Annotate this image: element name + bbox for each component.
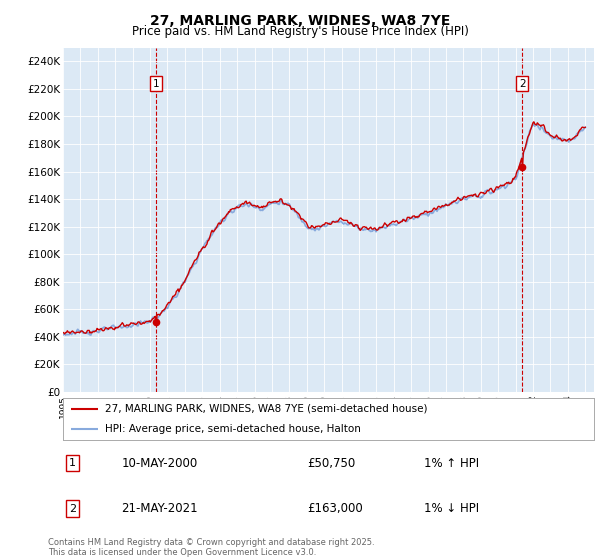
Text: 1: 1 [153,79,160,89]
Text: HPI: Average price, semi-detached house, Halton: HPI: Average price, semi-detached house,… [106,424,361,434]
Text: Contains HM Land Registry data © Crown copyright and database right 2025.
This d: Contains HM Land Registry data © Crown c… [48,538,374,557]
Text: Price paid vs. HM Land Registry's House Price Index (HPI): Price paid vs. HM Land Registry's House … [131,25,469,38]
Text: 10-MAY-2000: 10-MAY-2000 [121,456,197,470]
Text: 1: 1 [69,458,76,468]
Text: £163,000: £163,000 [307,502,363,515]
Text: 2: 2 [519,79,526,89]
Text: 2: 2 [69,503,76,514]
Text: 27, MARLING PARK, WIDNES, WA8 7YE (semi-detached house): 27, MARLING PARK, WIDNES, WA8 7YE (semi-… [106,404,428,414]
Text: 27, MARLING PARK, WIDNES, WA8 7YE: 27, MARLING PARK, WIDNES, WA8 7YE [150,14,450,28]
Text: 1% ↑ HPI: 1% ↑ HPI [424,456,479,470]
Text: £50,750: £50,750 [307,456,356,470]
Text: 21-MAY-2021: 21-MAY-2021 [121,502,198,515]
Text: 1% ↓ HPI: 1% ↓ HPI [424,502,479,515]
